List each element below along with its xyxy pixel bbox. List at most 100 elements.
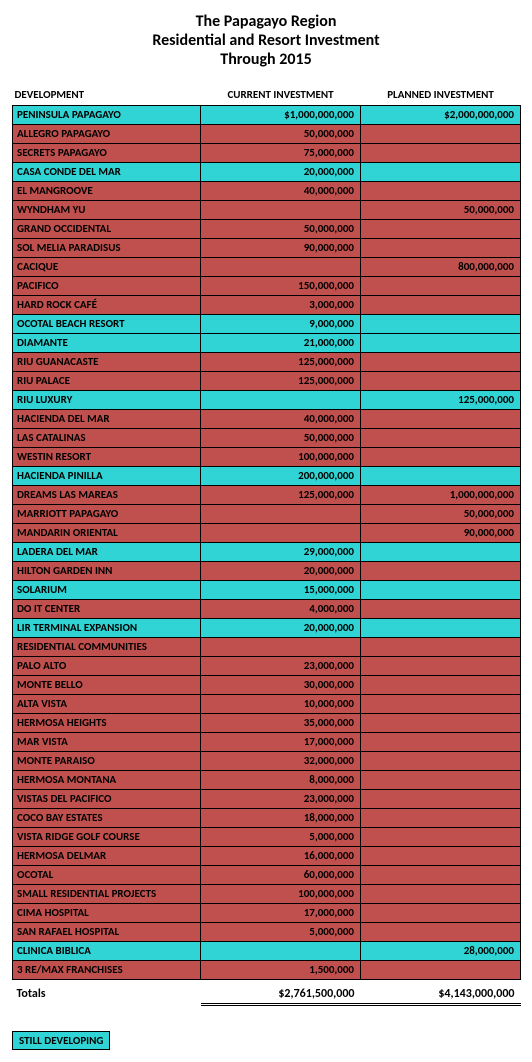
table-row: HERMOSA HEIGHTS35,000,000 [13,713,521,732]
cell-development: MAR VISTA [13,732,201,751]
cell-current: 50,000,000 [201,428,361,447]
cell-current: 21,000,000 [201,333,361,352]
cell-current: 40,000,000 [201,181,361,200]
cell-current: 20,000,000 [201,561,361,580]
cell-planned: 50,000,000 [361,200,521,219]
table-row: MONTE BELLO30,000,000 [13,675,521,694]
cell-planned [361,865,521,884]
cell-current: $1,000,000,000 [201,105,361,124]
cell-planned: 50,000,000 [361,504,521,523]
cell-current [201,637,361,656]
cell-development: MANDARIN ORIENTAL [13,523,201,542]
table-row: DIAMANTE21,000,000 [13,333,521,352]
totals-label: Totals [13,979,201,1004]
title-line-2: Residential and Resort Investment [12,31,520,50]
table-row: ALTA VISTA10,000,000 [13,694,521,713]
cell-current [201,257,361,276]
cell-development: HACIENDA DEL MAR [13,409,201,428]
cell-development: VISTAS DEL PACIFICO [13,789,201,808]
cell-planned [361,618,521,637]
cell-current [201,200,361,219]
cell-current: 90,000,000 [201,238,361,257]
table-row: MARRIOTT PAPAGAYO 50,000,000 [13,504,521,523]
cell-development: HACIENDA PINILLA [13,466,201,485]
cell-current: 20,000,000 [201,618,361,637]
cell-current: 9,000,000 [201,314,361,333]
cell-development: RESIDENTIAL COMMUNITIES [13,637,201,656]
cell-planned [361,694,521,713]
cell-development: SOL MELIA PARADISUS [13,238,201,257]
investment-table: DEVELOPMENT CURRENT INVESTMENT PLANNED I… [12,84,521,1006]
cell-development: PACIFICO [13,276,201,295]
table-row: RIU PALACE125,000,000 [13,371,521,390]
table-row: EL MANGROOVE40,000,000 [13,181,521,200]
cell-development: SAN RAFAEL HOSPITAL [13,922,201,941]
cell-development: SOLARIUM [13,580,201,599]
cell-current: 32,000,000 [201,751,361,770]
cell-development: SMALL RESIDENTIAL PROJECTS [13,884,201,903]
cell-development: CASA CONDE DEL MAR [13,162,201,181]
cell-planned [361,751,521,770]
table-row: VISTAS DEL PACIFICO23,000,000 [13,789,521,808]
cell-planned: 800,000,000 [361,257,521,276]
title-line-1: The Papagayo Region [12,12,520,31]
table-row: PACIFICO150,000,000 [13,276,521,295]
cell-development: MONTE BELLO [13,675,201,694]
cell-development: SECRETS PAPAGAYO [13,143,201,162]
cell-current: 60,000,000 [201,865,361,884]
cell-planned: 28,000,000 [361,941,521,960]
title-line-3: Through 2015 [12,50,520,69]
table-row: SOL MELIA PARADISUS90,000,000 [13,238,521,257]
cell-planned [361,770,521,789]
cell-current: 50,000,000 [201,219,361,238]
cell-planned [361,561,521,580]
cell-planned [361,466,521,485]
table-row: LAS CATALINAS50,000,000 [13,428,521,447]
cell-development: MARRIOTT PAPAGAYO [13,504,201,523]
table-row: LADERA DEL MAR29,000,000 [13,542,521,561]
cell-planned [361,789,521,808]
cell-development: PALO ALTO [13,656,201,675]
cell-planned [361,238,521,257]
cell-development: PENINSULA PAPAGAYO [13,105,201,124]
table-row: MONTE PARAISO32,000,000 [13,751,521,770]
cell-development: VISTA RIDGE GOLF COURSE [13,827,201,846]
cell-development: LADERA DEL MAR [13,542,201,561]
table-row: HERMOSA MONTANA8,000,000 [13,770,521,789]
table-row: CASA CONDE DEL MAR20,000,000 [13,162,521,181]
cell-planned [361,352,521,371]
cell-current: 75,000,000 [201,143,361,162]
table-row: HACIENDA DEL MAR40,000,000 [13,409,521,428]
cell-current: 1,500,000 [201,960,361,979]
cell-planned [361,884,521,903]
page-title: The Papagayo Region Residential and Reso… [12,12,520,70]
header-current: CURRENT INVESTMENT [201,84,361,106]
table-row: PALO ALTO23,000,000 [13,656,521,675]
cell-current: 125,000,000 [201,485,361,504]
header-planned: PLANNED INVESTMENT [361,84,521,106]
cell-current: 23,000,000 [201,789,361,808]
cell-development: DO IT CENTER [13,599,201,618]
cell-planned [361,732,521,751]
cell-current: 50,000,000 [201,124,361,143]
cell-development: ALTA VISTA [13,694,201,713]
cell-current [201,390,361,409]
cell-development: WYNDHAM YU [13,200,201,219]
table-row: OCOTAL BEACH RESORT9,000,000 [13,314,521,333]
cell-development: GRAND OCCIDENTAL [13,219,201,238]
table-row: HILTON GARDEN INN20,000,000 [13,561,521,580]
cell-planned [361,713,521,732]
cell-development: RIU PALACE [13,371,201,390]
cell-development: CACIQUE [13,257,201,276]
table-row: COCO BAY ESTATES18,000,000 [13,808,521,827]
cell-development: HERMOSA DELMAR [13,846,201,865]
table-header-row: DEVELOPMENT CURRENT INVESTMENT PLANNED I… [13,84,521,106]
legend-still-developing: STILL DEVELOPING [12,1031,110,1050]
table-row: 3 RE/MAX FRANCHISES1,500,000 [13,960,521,979]
table-row: DREAMS LAS MAREAS125,000,0001,000,000,00… [13,485,521,504]
cell-current: 100,000,000 [201,447,361,466]
cell-planned [361,827,521,846]
cell-current: 8,000,000 [201,770,361,789]
cell-current: 18,000,000 [201,808,361,827]
cell-planned [361,428,521,447]
